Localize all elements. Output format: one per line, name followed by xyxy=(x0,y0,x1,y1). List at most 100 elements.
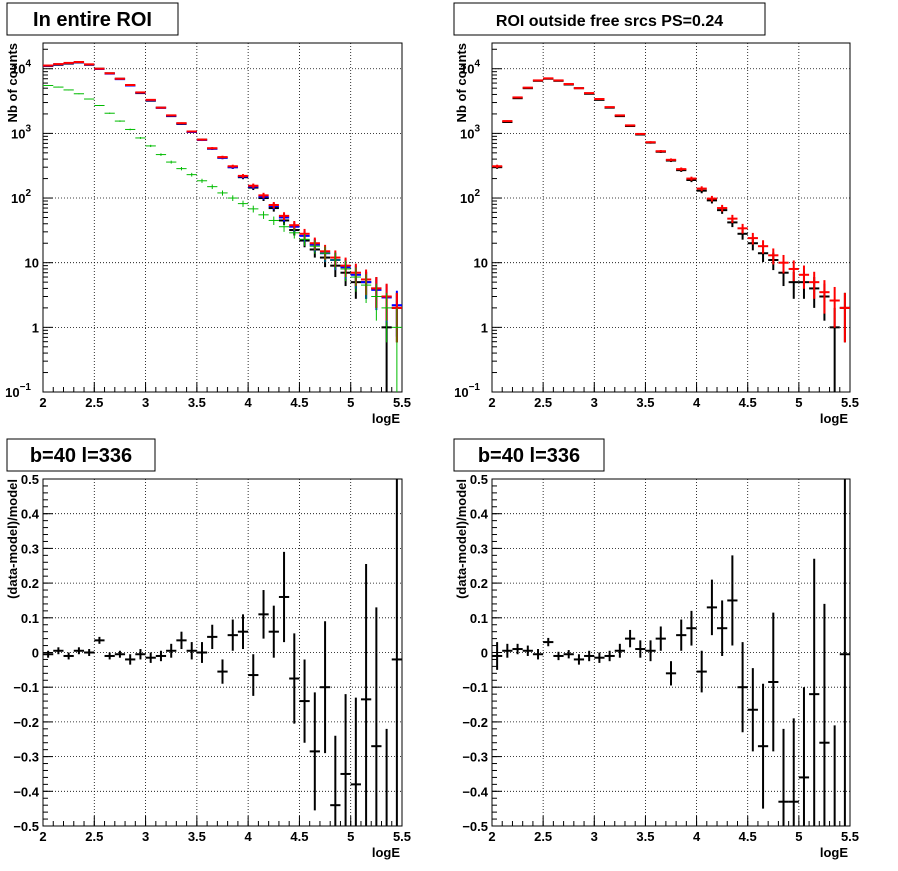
y-tick-label: 0.3 xyxy=(21,541,39,556)
data-point xyxy=(829,286,840,328)
y-tick-label: 0.1 xyxy=(21,611,39,626)
chart-panel-1: 2 2.5 3 3.5 4 4.5 5 5.5 10−1 1 10 102 103 104 logE Nb o… xyxy=(5,2,411,426)
data-point xyxy=(196,138,208,141)
data-point xyxy=(73,93,85,95)
x-tick-label: 4.5 xyxy=(290,395,308,410)
data-point xyxy=(125,84,136,87)
data-point xyxy=(278,222,290,232)
data-point xyxy=(299,659,310,743)
data-point xyxy=(125,654,136,665)
data-point xyxy=(237,614,249,650)
data-point xyxy=(299,233,310,246)
data-point xyxy=(512,96,523,99)
x-tick-label: 3 xyxy=(591,395,598,410)
data-point xyxy=(289,228,300,239)
data-point xyxy=(248,183,259,189)
x-tick-label: 5 xyxy=(347,829,354,844)
data-point xyxy=(573,87,585,90)
y-tick-label: −0.1 xyxy=(462,680,488,695)
data-point xyxy=(237,174,249,178)
data-point xyxy=(53,86,64,88)
y-tick-label: 1 xyxy=(481,320,488,335)
y-axis-title: Nb of counts xyxy=(5,43,20,122)
data-point xyxy=(371,607,382,826)
data-point xyxy=(696,650,707,693)
y-tick-label: 10 xyxy=(474,256,488,271)
y-tick-label: −0.4 xyxy=(13,784,39,799)
x-tick-label: 4 xyxy=(693,395,701,410)
x-tick-label: 2.5 xyxy=(534,829,552,844)
data-point xyxy=(53,63,64,66)
data-point xyxy=(809,558,820,826)
data-point xyxy=(227,195,238,201)
data-point xyxy=(53,647,64,655)
y-tick-label: 104 xyxy=(11,59,31,77)
data-point xyxy=(94,67,105,70)
data-point xyxy=(543,77,554,80)
y-tick-label: 0 xyxy=(481,646,488,661)
data-point xyxy=(84,649,95,656)
y-tick-label: 0 xyxy=(32,646,39,661)
data-point xyxy=(43,650,54,658)
data-point xyxy=(788,718,799,826)
data-point xyxy=(839,292,850,343)
plot-frame xyxy=(491,42,851,393)
plot-frame xyxy=(42,478,403,827)
x-axis-title: logE xyxy=(820,845,848,860)
data-point xyxy=(186,130,197,133)
data-point xyxy=(176,122,187,125)
x-tick-label: 4 xyxy=(245,829,253,844)
data-point xyxy=(614,643,625,658)
data-point xyxy=(319,246,331,262)
data-point xyxy=(584,650,595,662)
y-tick-label: 0.4 xyxy=(470,507,489,522)
data-point xyxy=(114,120,126,122)
data-point xyxy=(155,650,167,662)
data-point xyxy=(227,164,238,168)
data-point xyxy=(350,267,361,292)
data-point xyxy=(207,147,218,150)
data-point xyxy=(502,643,513,658)
data-point xyxy=(532,649,544,660)
data-point xyxy=(166,114,177,117)
data-point xyxy=(63,61,74,64)
y-tick-label: −0.2 xyxy=(462,715,488,730)
data-point xyxy=(737,642,748,733)
data-point xyxy=(696,186,707,192)
data-point xyxy=(665,158,677,162)
x-tick-label: 4.5 xyxy=(739,829,757,844)
data-point xyxy=(604,106,615,109)
data-point xyxy=(63,89,74,91)
data-point xyxy=(624,124,636,127)
data-point xyxy=(391,307,402,392)
y-axis-title: (data-model)/model xyxy=(454,479,469,599)
data-point xyxy=(757,240,769,254)
data-point xyxy=(278,212,290,221)
data-point xyxy=(43,64,54,67)
x-axis-title: logE xyxy=(372,845,400,860)
y-tick-label: 104 xyxy=(460,59,480,77)
x-tick-label: 3.5 xyxy=(636,395,654,410)
data-point xyxy=(553,79,564,82)
y-tick-label: −0.5 xyxy=(13,819,39,834)
data-point xyxy=(84,63,95,66)
data-point xyxy=(717,204,728,212)
data-point xyxy=(309,692,320,811)
data-point xyxy=(125,128,136,131)
plot-frame xyxy=(491,478,851,827)
x-tick-label: 5 xyxy=(795,395,802,410)
data-point xyxy=(330,735,341,826)
data-series-4 xyxy=(43,85,402,392)
chart-title: b=40 l=336 xyxy=(478,445,580,467)
x-tick-label: 2.5 xyxy=(85,395,103,410)
chart-title: ROI outside free srcs PS=0.24 xyxy=(496,13,723,30)
data-point xyxy=(258,590,269,639)
data-point xyxy=(665,661,677,686)
data-point xyxy=(563,650,574,659)
data-point xyxy=(645,640,656,662)
y-tick-label: −0.5 xyxy=(462,819,488,834)
data-point xyxy=(258,211,269,219)
x-tick-label: 4 xyxy=(693,829,701,844)
y-axis-title: Nb of counts xyxy=(454,43,469,122)
